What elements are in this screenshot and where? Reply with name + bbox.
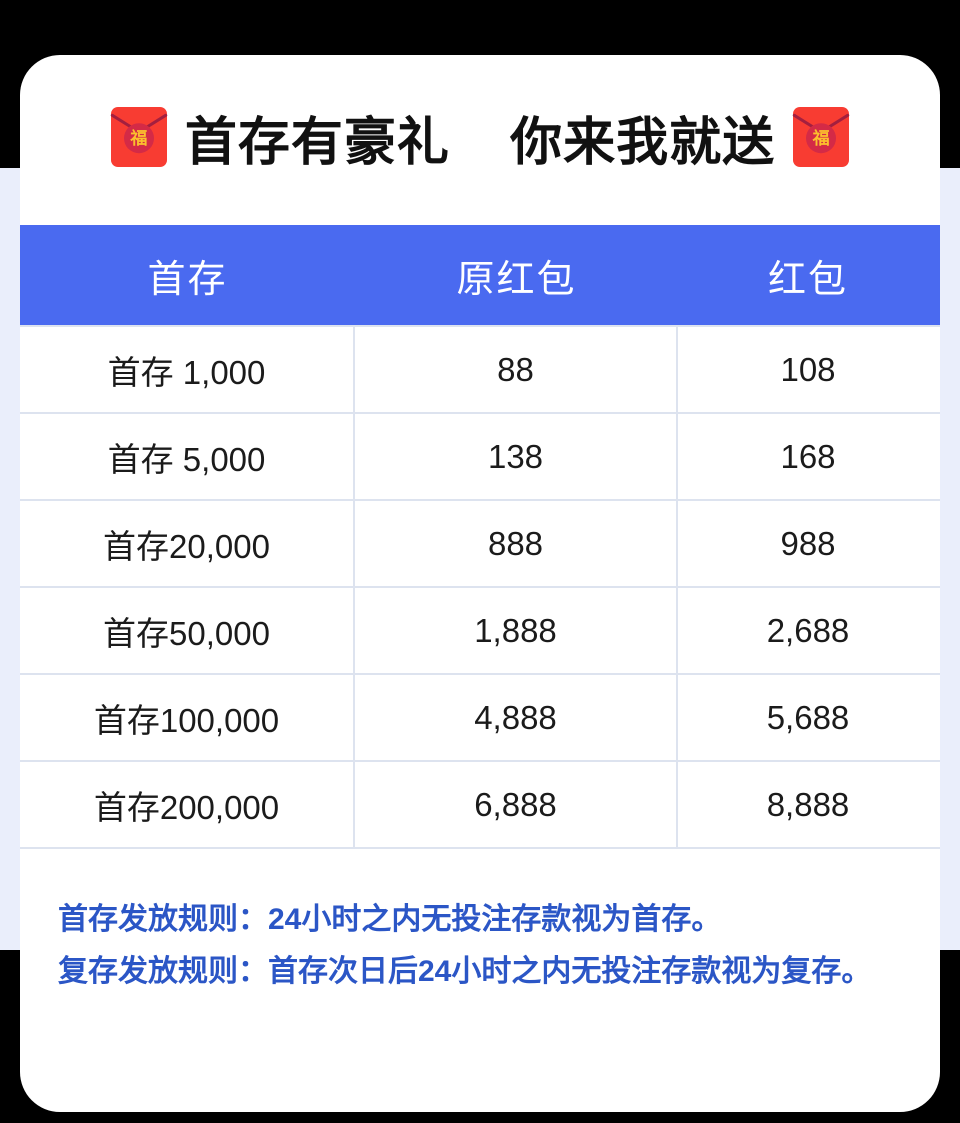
cell-deposit: 首存100,000 <box>20 675 355 760</box>
table-row: 首存 1,000 88 108 <box>20 325 940 412</box>
banner-title-row: 福 首存有豪礼 你来我就送 福 <box>20 55 940 225</box>
table-row: 首存200,000 6,888 8,888 <box>20 760 940 847</box>
promo-card: 福 首存有豪礼 你来我就送 福 首存 原红包 红包 首存 1,000 88 10… <box>20 55 940 1112</box>
rules-section: 首存发放规则：24小时之内无投注存款视为首存。 复存发放规则：首存次日后24小时… <box>20 849 940 994</box>
page-title: 首存有豪礼 你来我就送 <box>185 100 775 175</box>
red-envelope-icon-left: 福 <box>110 107 168 167</box>
cell-original-bonus: 6,888 <box>355 762 678 847</box>
cell-bonus: 5,688 <box>766 698 850 736</box>
cell-bonus: 168 <box>780 437 836 475</box>
cell-original-bonus: 888 <box>355 501 678 586</box>
cell-original-bonus: 4,888 <box>355 675 678 760</box>
cell-original-bonus: 88 <box>355 327 678 412</box>
cell-bonus: 108 <box>780 350 836 388</box>
column-header-deposit: 首存 <box>147 258 228 301</box>
cell-bonus: 988 <box>780 524 836 562</box>
cell-deposit: 首存20,000 <box>20 501 355 586</box>
table-row: 首存20,000 888 988 <box>20 499 940 586</box>
page-title-part2: 你来我就送 <box>510 112 776 173</box>
table-header-row: 首存 原红包 红包 <box>20 225 940 325</box>
cell-deposit: 首存 5,000 <box>20 414 355 499</box>
column-header-bonus: 红包 <box>767 258 848 301</box>
cell-bonus: 2,688 <box>766 611 850 649</box>
cell-bonus: 8,888 <box>766 785 850 823</box>
cell-deposit: 首存50,000 <box>20 588 355 673</box>
table-row: 首存 5,000 138 168 <box>20 412 940 499</box>
bonus-table: 首存 原红包 红包 首存 1,000 88 108 首存 5,000 138 1… <box>20 225 940 849</box>
cell-original-bonus: 1,888 <box>355 588 678 673</box>
cell-deposit: 首存 1,000 <box>20 327 355 412</box>
rule-repeat-deposit: 复存发放规则：首存次日后24小时之内无投注存款视为复存。 <box>58 954 872 988</box>
red-envelope-icon-right: 福 <box>792 107 850 167</box>
envelope-seal-label: 福 <box>806 123 837 154</box>
envelope-seal-label: 福 <box>123 123 154 154</box>
table-row: 首存50,000 1,888 2,688 <box>20 586 940 673</box>
table-row: 首存100,000 4,888 5,688 <box>20 673 940 760</box>
cell-original-bonus: 138 <box>355 414 678 499</box>
page-title-part1: 首存有豪礼 <box>184 112 450 173</box>
column-header-original-bonus: 原红包 <box>456 258 577 301</box>
cell-deposit: 首存200,000 <box>20 762 355 847</box>
rule-first-deposit: 首存发放规则：24小时之内无投注存款视为首存。 <box>58 903 722 936</box>
